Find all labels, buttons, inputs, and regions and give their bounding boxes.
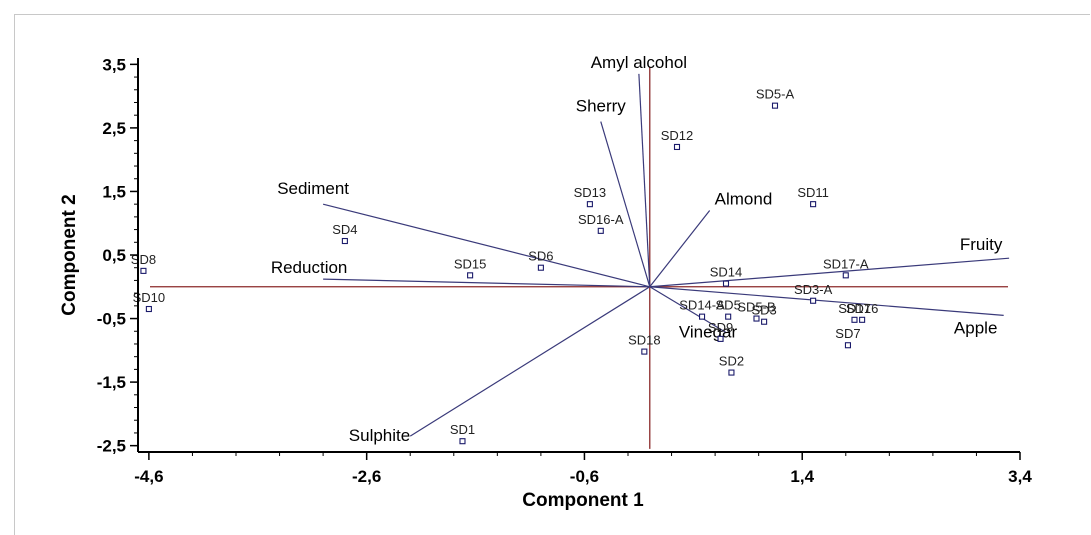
vector-label: Fruity <box>960 235 1003 254</box>
vector-amyl-alcohol <box>638 73 651 287</box>
point-marker <box>145 305 152 313</box>
point-marker <box>341 237 348 245</box>
vector-reduction <box>323 278 650 288</box>
point-marker <box>851 316 858 323</box>
point-marker <box>842 272 849 279</box>
point-label: SD16 <box>846 301 879 316</box>
point-label: SD13 <box>574 185 607 200</box>
point-marker <box>537 264 544 271</box>
vector-label: Sediment <box>277 179 349 198</box>
x-tick-label: -4,6 <box>134 467 163 486</box>
point-label: SD4 <box>332 222 357 237</box>
vector-sulphite <box>409 286 651 437</box>
point-label: SD11 <box>797 185 829 200</box>
x-tick-label: -0,6 <box>570 467 599 486</box>
point-marker <box>722 280 730 287</box>
point-marker <box>459 438 466 445</box>
vector-label: Amyl alcohol <box>591 53 687 72</box>
point-label: SD14-A <box>679 298 725 313</box>
vector-label: Reduction <box>271 258 348 277</box>
vector-label: Almond <box>715 190 773 209</box>
data-points: SD5-A SD12 SD13 SD11 SD16-A SD4 SD8 SD6 SD15 SD10… <box>131 87 879 445</box>
point-label: SD17 <box>838 301 871 316</box>
point-label: SD16-A <box>578 212 624 227</box>
point-label: SD18 <box>628 333 661 348</box>
plot-area-axes <box>137 58 1020 453</box>
point-marker <box>586 201 593 208</box>
point-marker <box>761 318 768 325</box>
point-marker <box>597 227 604 234</box>
point-label: SD9 <box>708 320 733 335</box>
x-tick-label: 1,4 <box>790 467 814 486</box>
point-label: SD6 <box>528 249 553 264</box>
y-tick-label: -2,5 <box>97 437 126 456</box>
point-marker <box>467 272 474 279</box>
vector-lines: Amyl alcohol Sherry Almond Sediment Reductio… <box>271 53 1010 445</box>
point-label: SD8 <box>131 252 156 267</box>
vector-sherry <box>600 121 651 287</box>
vector-sediment <box>322 203 650 288</box>
vector-fruity <box>649 257 1010 288</box>
point-marker <box>771 102 779 109</box>
vector-label: Sherry <box>576 97 627 116</box>
x-tick-label: 3,4 <box>1008 467 1032 486</box>
point-label: SD5 <box>716 298 741 313</box>
point-label: SD3 <box>751 303 776 318</box>
point-label: SD2 <box>719 354 744 369</box>
point-label: SD7 <box>835 326 860 341</box>
y-tick-label: 0,5 <box>102 246 126 265</box>
point-marker <box>698 313 706 320</box>
point-marker <box>753 315 760 322</box>
point-marker <box>673 143 681 151</box>
point-marker <box>844 342 852 349</box>
point-marker <box>641 348 648 355</box>
vector-almond <box>649 210 711 288</box>
vector-vinegar <box>649 286 727 334</box>
point-label: SD10 <box>133 290 166 305</box>
y-axis-title: Component 2 <box>59 194 80 315</box>
point-label: SD12 <box>661 128 694 143</box>
x-axis-title: Component 1 <box>522 490 644 511</box>
figure-frame <box>14 14 1090 535</box>
point-marker <box>810 201 817 208</box>
point-label: SD1 <box>450 422 475 437</box>
point-label: SD3-A <box>794 282 833 297</box>
vector-apple <box>649 286 1004 316</box>
y-tick-label: 2,5 <box>102 119 126 138</box>
point-marker <box>859 316 866 323</box>
point-label: SD17-A <box>823 256 869 271</box>
point-label: SD5-A <box>756 87 795 102</box>
point-label: SD5-B <box>737 300 775 315</box>
y-tick-label: 3,5 <box>102 55 126 74</box>
vector-label: Sulphite <box>349 426 410 445</box>
vector-label: Apple <box>954 318 997 337</box>
point-label: SD15 <box>454 256 487 271</box>
point-marker <box>725 313 732 320</box>
point-marker <box>728 369 735 376</box>
point-marker <box>140 267 147 274</box>
point-label: SD14 <box>710 265 743 280</box>
point-marker <box>810 297 817 304</box>
y-tick-label: -1,5 <box>97 373 126 392</box>
axis-ticks: -4,6 -2,6 -0,6 1,4 3,4 3,5 2,5 1,5 0,5 -0,5 -1,5 -2… <box>97 55 1033 486</box>
x-tick-label: -2,6 <box>352 467 381 486</box>
y-tick-label: -0,5 <box>97 310 126 329</box>
y-tick-label: 1,5 <box>102 182 126 201</box>
zero-lines <box>150 67 1008 449</box>
point-marker <box>717 335 724 342</box>
